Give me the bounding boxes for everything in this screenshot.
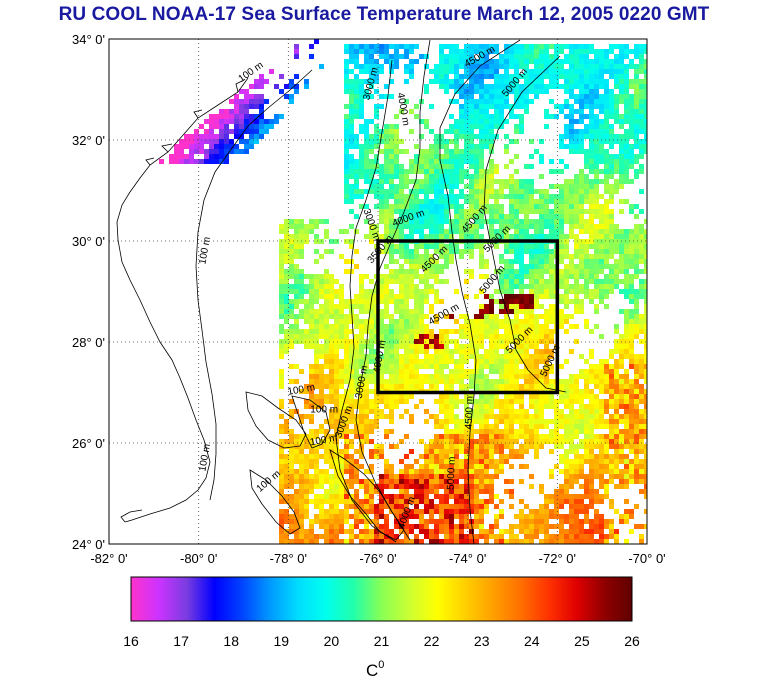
contour-label: 100 m — [309, 433, 338, 449]
plot-frame — [108, 38, 648, 545]
longitude-label: -76° 0' — [359, 551, 396, 566]
latitude-label: 30° 0' — [72, 234, 105, 249]
contour-label: 100 m — [287, 382, 316, 398]
latitude-label: 28° 0' — [72, 335, 105, 350]
study-area-box — [376, 239, 560, 395]
colorbar-tick-label: 22 — [424, 633, 440, 649]
longitude-label: -80° 0' — [180, 551, 217, 566]
colorbar: 16 17 18 19 20 21 22 23 24 25 26 C0 — [123, 576, 640, 680]
colorbar-tick-label: 26 — [624, 633, 640, 649]
contour-4500m — [439, 39, 521, 544]
us-coastline — [116, 77, 249, 523]
colorbar-gradient — [131, 577, 632, 621]
longitude-label: -82° 0' — [90, 551, 127, 566]
colorbar-tick-label: 25 — [574, 633, 590, 649]
sst-raster — [159, 39, 647, 544]
longitude-label: -72° 0' — [539, 551, 576, 566]
contour-100m-shelf — [195, 69, 313, 501]
colorbar-tick-label: 23 — [474, 633, 490, 649]
bathymetry-contours — [116, 39, 567, 544]
colorbar-tick-label: 21 — [374, 633, 390, 649]
colorbar-unit: C0 — [366, 659, 384, 680]
colorbar-tick-label: 16 — [123, 633, 139, 649]
contour-label: 5000 m — [446, 456, 458, 490]
longitude-label: -74° 0' — [449, 551, 486, 566]
contour-label: 100 m — [197, 236, 213, 265]
map-title: RU COOL NOAA-17 Sea Surface Temperature … — [58, 4, 710, 25]
latitude-label: 34° 0' — [72, 32, 105, 47]
contour-5000m — [483, 55, 567, 393]
bahamas-banks — [245, 391, 405, 541]
latitude-label: 32° 0' — [72, 133, 105, 148]
contour-4000m — [355, 39, 431, 541]
longitude-label: -78° 0' — [270, 551, 307, 566]
coastline-detail — [120, 79, 245, 523]
longitude-label: -70° 0' — [628, 551, 665, 566]
colorbar-tick-label: 24 — [524, 633, 540, 649]
colorbar-ticks: 16 17 18 19 20 21 22 23 24 25 26 — [123, 633, 640, 649]
colorbar-tick-label: 18 — [223, 633, 239, 649]
contour-label: 100 m — [310, 405, 338, 416]
colorbar-tick-label: 17 — [173, 633, 189, 649]
unit-superscript: 0 — [378, 659, 384, 671]
colorbar-tick-label: 19 — [274, 633, 290, 649]
latitude-axis-labels: 34° 0' 32° 0' 30° 0' 28° 0' 26° 0' 24° 0' — [72, 32, 105, 552]
latitude-label: 26° 0' — [72, 436, 105, 451]
contour-3000m — [335, 59, 397, 543]
contour-label: 4500 m — [464, 396, 476, 430]
colorbar-tick-label: 20 — [324, 633, 340, 649]
longitude-axis-labels: -82° 0' -80° 0' -78° 0' -76° 0' -74° 0' -72° … — [90, 551, 665, 566]
contour-label: 100 m — [197, 443, 213, 472]
latitude-label: 24° 0' — [72, 537, 105, 552]
unit-base: C — [366, 661, 378, 680]
colorbar-frame — [130, 576, 633, 622]
